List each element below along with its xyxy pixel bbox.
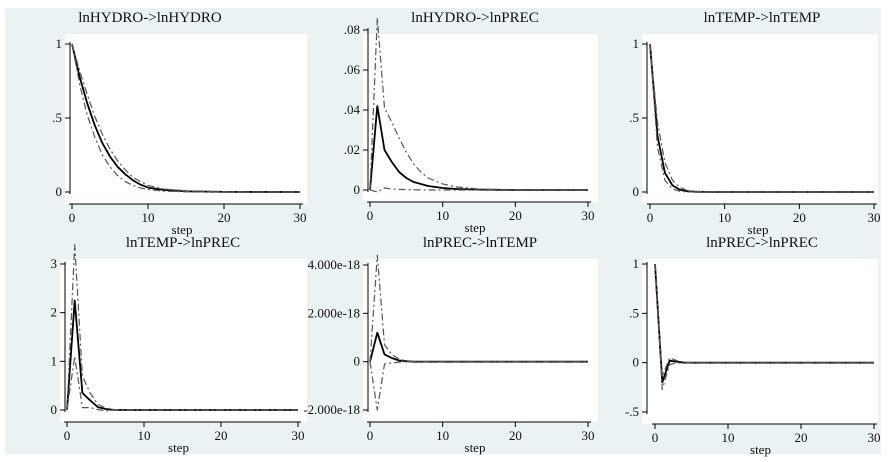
y-tick-label: 4.000e-18 [308, 257, 360, 272]
x-tick-label: 10 [142, 210, 155, 225]
y-tick-label: 0 [354, 354, 361, 369]
ci-band-line [71, 43, 300, 193]
x-tick-label: 10 [436, 208, 449, 223]
y-tick-label: 1 [51, 353, 58, 368]
x-tick-label: 10 [718, 210, 731, 225]
x-axis-label: step [750, 442, 771, 457]
x-tick-label: 0 [647, 210, 654, 225]
plot-area [363, 34, 598, 202]
ci-band-line [369, 361, 588, 411]
x-tick-label: 30 [582, 208, 595, 223]
x-tick-label: 20 [218, 210, 231, 225]
ci-band-line [654, 263, 874, 390]
y-tick-label: .08 [344, 22, 360, 37]
x-axis-label: step [748, 222, 769, 237]
y-tick-label: 1 [56, 36, 63, 51]
panel-title: lnTEMP->lnPREC [126, 235, 240, 251]
panel-title: lnTEMP->lnTEMP [704, 10, 821, 26]
ci-band-line [71, 43, 301, 193]
y-tick-label: -2.000e-18 [303, 402, 360, 417]
x-tick-label: 0 [652, 430, 659, 445]
ci-band-line [369, 187, 588, 193]
y-tick-label: 2.000e-18 [308, 305, 360, 320]
x-tick-label: 10 [722, 430, 735, 445]
x-tick-label: 30 [292, 428, 305, 443]
x-axis-label: step [465, 220, 486, 235]
x-axis-label: step [168, 440, 189, 455]
y-tick-label: .5 [52, 110, 62, 125]
x-axis-label: step [465, 440, 486, 455]
y-tick-label: 1 [633, 256, 640, 271]
x-tick-label: 30 [294, 210, 307, 225]
x-tick-label: 10 [436, 428, 449, 443]
x-tick-label: 20 [215, 428, 228, 443]
ci-band-line [649, 43, 874, 193]
y-tick-label: .02 [344, 142, 360, 157]
x-tick-label: 0 [64, 428, 71, 443]
x-tick-label: 30 [868, 210, 881, 225]
x-tick-label: 0 [367, 208, 374, 223]
irf-line [649, 43, 874, 193]
plot-area [65, 34, 307, 204]
x-tick-label: 20 [793, 210, 806, 225]
y-tick-label: .04 [344, 102, 361, 117]
y-tick-label: .06 [344, 62, 361, 77]
y-tick-label: 1 [633, 36, 640, 51]
plot-area [642, 34, 878, 204]
ci-band-line [369, 254, 588, 363]
x-tick-label: 20 [509, 208, 522, 223]
ci-band-line [369, 17, 588, 191]
chart-panel-2: lnHYDRO->lnPREC 0 .02 .04 .06 .08 0 10 20 30 step [344, 10, 598, 235]
y-tick-label: 3 [51, 256, 58, 271]
y-tick-label: 2 [51, 305, 58, 320]
y-tick-label: .5 [629, 305, 639, 320]
x-axis-label: step [172, 222, 193, 237]
x-tick-label: 10 [138, 428, 151, 443]
x-tick-label: 0 [367, 428, 374, 443]
panel-title: lnHYDRO->lnHYDRO [78, 10, 222, 26]
plot-area [60, 259, 307, 422]
panel-title: lnPREC->lnTEMP [423, 235, 537, 251]
chart-panel-5: lnPREC->lnTEMP -2.000e-18 0 2.000e-18 4.000e… [303, 235, 598, 455]
ci-band-line [66, 243, 298, 411]
x-tick-label: 30 [582, 428, 595, 443]
x-tick-label: 0 [69, 210, 76, 225]
x-tick-label: 30 [868, 430, 881, 445]
y-tick-label: 0 [633, 184, 640, 199]
y-tick-label: 0 [354, 182, 361, 197]
y-tick-label: 0 [51, 402, 58, 417]
y-tick-label: 0 [56, 184, 63, 199]
x-tick-label: 20 [795, 430, 808, 445]
plot-area [363, 259, 598, 422]
y-tick-label: -.5 [625, 404, 639, 419]
plot-area [642, 259, 878, 424]
panel-title: lnPREC->lnPREC [706, 235, 818, 251]
ci-band-line [66, 355, 298, 412]
ci-band-line [649, 43, 874, 193]
panel-title: lnHYDRO->lnPREC [411, 10, 539, 26]
x-tick-label: 20 [509, 428, 522, 443]
y-tick-label: .5 [629, 110, 639, 125]
y-tick-label: 0 [633, 355, 640, 370]
